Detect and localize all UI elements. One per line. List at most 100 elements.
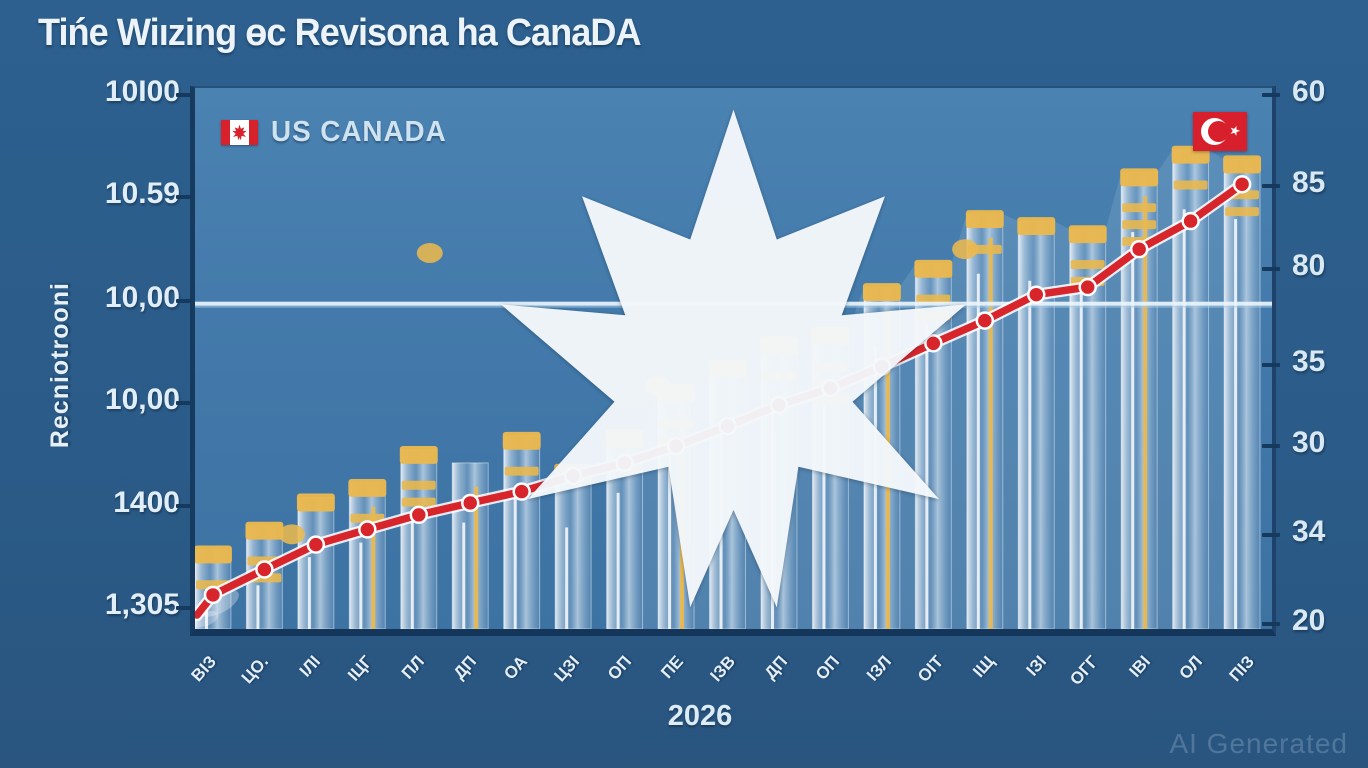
star-icon: ★ <box>1227 121 1243 140</box>
bar-web <box>951 214 967 629</box>
ai-watermark: AI Generated <box>1169 728 1348 759</box>
bar <box>297 497 335 629</box>
x-axis-tick-label: ІВІ <box>1125 652 1155 681</box>
bar-gold-dash <box>1070 260 1105 269</box>
x-axis-tick-label: ОЛ <box>1175 652 1207 684</box>
bar-white-vline <box>822 390 826 629</box>
trend-line-marker <box>409 505 429 525</box>
right-axis-tick-mark <box>1262 183 1280 188</box>
bar-web <box>1105 172 1122 629</box>
trend-line-marker <box>203 585 223 605</box>
bar-white-vline <box>616 492 620 629</box>
bar-white-vline <box>1131 232 1135 629</box>
left-axis-tick-mark <box>176 400 192 405</box>
trend-line-marker <box>255 560 274 579</box>
bar-gold-cap <box>1223 155 1262 174</box>
bar-gold-cap <box>399 445 438 464</box>
left-axis-tick-label: 10,00 <box>104 281 180 315</box>
x-axis-tick-label: ПЛ <box>397 652 428 683</box>
bar-gold-cap <box>914 259 953 278</box>
x-axis-tick-label: ЦО. <box>237 652 273 688</box>
right-axis-tick-label: 30 <box>1292 426 1326 460</box>
artifact-blob <box>199 589 239 617</box>
bar-web <box>1054 221 1070 629</box>
trend-line-marker <box>512 482 531 501</box>
trend-line-marker <box>1232 175 1252 194</box>
trend-line-marker <box>1181 211 1200 231</box>
right-axis-tick-label: 80 <box>1292 248 1326 282</box>
bar-white-vline <box>565 527 569 629</box>
right-axis-tick-label: 20 <box>1292 603 1326 637</box>
trend-line-marker <box>975 311 995 330</box>
bar-gold-cap <box>245 521 284 540</box>
canada-flag-band <box>221 120 230 145</box>
x-axis-tick-label: ВІЗ <box>187 652 221 686</box>
canada-flag-icon <box>221 120 258 145</box>
plot-area: US CANADA ★ <box>190 86 1276 636</box>
trend-line-marker <box>306 535 326 554</box>
bar-gold-cap <box>965 210 1004 228</box>
bar-gold-cap <box>1120 168 1159 187</box>
left-axis-tick-mark <box>176 605 192 610</box>
right-axis-tick-mark <box>1262 532 1280 537</box>
trend-line-marker <box>1078 277 1097 297</box>
left-axis-tick-mark <box>176 299 192 304</box>
right-axis-tick-label: 35 <box>1292 345 1326 379</box>
turkey-flag-icon: ★ <box>1193 112 1247 151</box>
crescent-inner <box>1208 121 1229 142</box>
page-title: Tińe Wiızing ɵc Revisona ha CanaDA <box>38 12 642 54</box>
floating-dot <box>416 243 443 263</box>
bar-gold-cap <box>296 493 335 512</box>
bar-gold-cap <box>348 478 387 497</box>
x-axis-tick-label: ОІТ <box>913 652 947 686</box>
bar-gold-cap <box>502 431 541 450</box>
bar <box>400 449 438 629</box>
right-axis-tick-mark <box>1262 363 1280 368</box>
year-label: 2026 <box>667 700 733 732</box>
bar-gold-vline <box>988 237 993 629</box>
bar-gold-dash <box>504 466 539 476</box>
trend-line-marker <box>461 493 480 513</box>
bar-gold-vline <box>371 506 376 629</box>
legend-label: US CANADA <box>271 116 447 148</box>
legend: US CANADA <box>221 116 454 149</box>
bar-gold-vline <box>1143 196 1148 629</box>
trend-line-marker <box>1027 285 1046 304</box>
bar-gold-cap <box>195 545 232 564</box>
canada-flag-band <box>249 120 258 145</box>
x-axis-tick-label: ДП <box>449 652 480 683</box>
bar-white-vline <box>307 557 311 629</box>
bar-white-vline <box>1234 219 1238 629</box>
x-axis-tick-label: ІЦГ <box>343 652 376 685</box>
x-axis-tick-label: ОА <box>500 652 532 684</box>
x-axis-tick-label: ОП <box>811 652 843 684</box>
bar-white-vline <box>462 522 466 629</box>
right-axis-tick-label: 60 <box>1292 75 1326 109</box>
x-axis-tick-label: ЦЗІ <box>550 652 584 686</box>
right-axis-tick-mark <box>1262 266 1280 271</box>
bar-gold-vline <box>474 486 479 629</box>
bar-gold-dash <box>401 497 436 507</box>
left-axis-tick-label: 10,00 <box>104 382 180 416</box>
left-axis-tick-label: 10I00 <box>104 75 180 109</box>
trend-line-marker <box>358 520 377 539</box>
x-axis-tick-label: ІЗІ <box>1022 652 1051 680</box>
maple-leaf-icon <box>232 124 247 141</box>
left-axis-tick-mark <box>176 194 192 199</box>
left-axis-tick-mark <box>176 93 192 98</box>
bar-white-vline <box>410 509 414 629</box>
trend-line-marker <box>924 334 943 353</box>
white-maple-leaf-icon <box>500 109 967 608</box>
bar <box>554 467 592 629</box>
trend-line-marker <box>1129 240 1149 259</box>
bar <box>348 482 386 629</box>
bar-gold-dash <box>1173 180 1208 190</box>
bar-white-vline <box>256 585 260 629</box>
left-axis-tick-mark <box>176 504 192 508</box>
x-axis-tick-label: ПІЗ <box>1225 652 1258 686</box>
right-axis-tick-mark <box>1262 444 1280 449</box>
x-axis-tick-label: ІЛІ <box>295 652 324 681</box>
bar <box>451 462 489 629</box>
bar-gold-dash <box>350 513 385 523</box>
